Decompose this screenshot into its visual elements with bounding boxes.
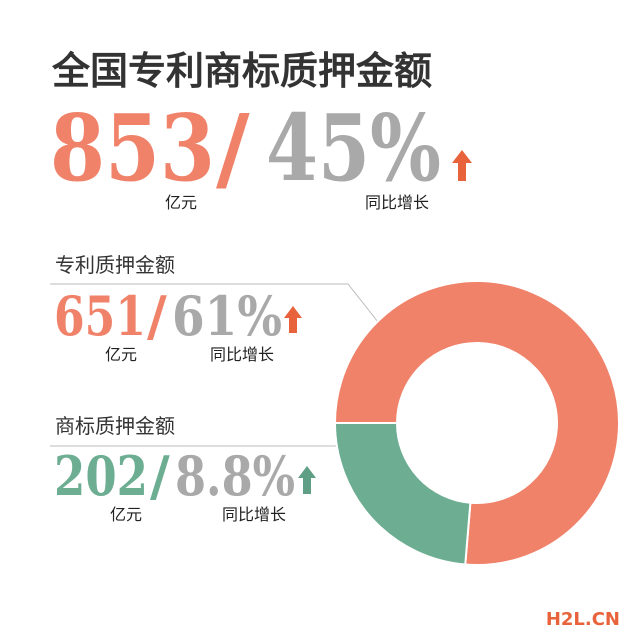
- watermark: H2L.CN: [546, 609, 620, 630]
- donut-slice: [333, 280, 620, 566]
- category-label: 商标质押金额: [55, 414, 175, 438]
- growth-label: 同比增长: [222, 505, 286, 524]
- up-arrow: [284, 306, 302, 333]
- category-growth: 61%: [172, 284, 282, 348]
- unit: 亿元: [165, 193, 197, 212]
- growth-label: 同比增长: [210, 345, 274, 364]
- total-value: 853: [50, 94, 215, 202]
- donut-slice: [333, 422, 472, 566]
- separator: /: [147, 284, 167, 348]
- separator: /: [216, 94, 250, 202]
- category-label: 专利质押金额: [55, 253, 175, 277]
- up-arrow: [298, 466, 316, 494]
- growth-label: 同比增长: [365, 193, 429, 212]
- category-value: 202: [54, 444, 148, 508]
- title: 全国专利商标质押金额: [51, 49, 432, 93]
- separator: /: [150, 444, 170, 508]
- category-value: 651: [54, 284, 146, 348]
- unit: 亿元: [110, 505, 142, 524]
- total-growth: 45%: [266, 94, 441, 202]
- leader-line: [50, 283, 379, 323]
- up-arrow: [452, 150, 472, 181]
- donut-chart: [333, 280, 620, 566]
- category-growth: 8.8%: [175, 444, 295, 508]
- unit: 亿元: [105, 345, 137, 364]
